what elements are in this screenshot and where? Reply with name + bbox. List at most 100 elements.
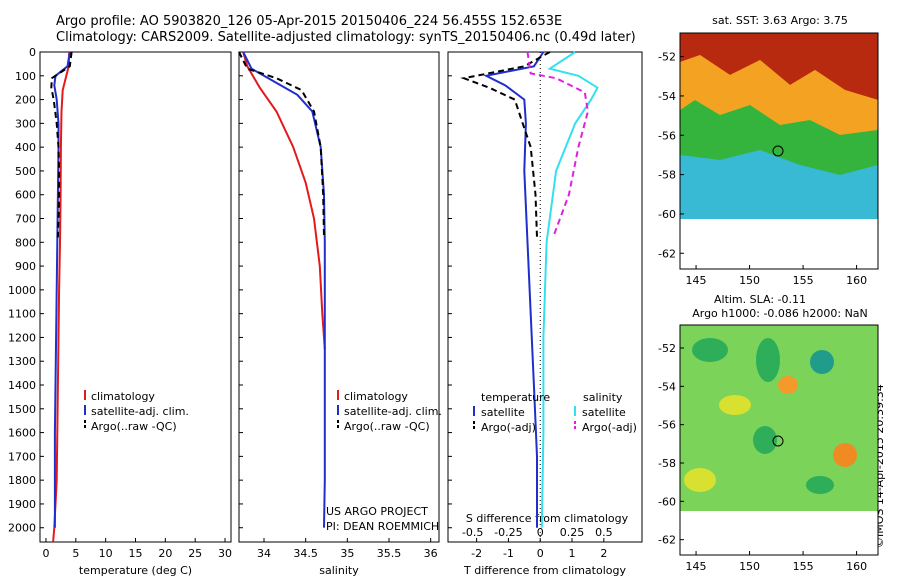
map-y-tick-label: -58	[658, 457, 676, 470]
map-x-tick-label: 145	[686, 560, 707, 573]
sla-profile-marker	[772, 435, 784, 447]
y-tick-label: 2000	[8, 522, 36, 535]
s-tick-label: -0.5	[462, 526, 483, 539]
sla-low-anomaly	[810, 350, 834, 374]
x-tick-label: 10	[99, 547, 113, 560]
x-tick-label: -2	[471, 547, 482, 560]
x-tick-label: 25	[188, 547, 202, 560]
sla-low-anomaly	[806, 476, 834, 494]
legend-label: Argo(-adj)	[582, 421, 637, 434]
x-axis-label: T difference from climatology	[463, 564, 626, 577]
figure-title-line2: Climatology: CARS2009. Satellite-adjuste…	[56, 30, 636, 45]
y-tick-label: 700	[15, 213, 36, 226]
figure-title-line1: Argo profile: AO 5903820_126 05-Apr-2015…	[56, 14, 563, 29]
y-tick-label: 900	[15, 260, 36, 273]
y-tick-label: 600	[15, 189, 36, 202]
salinity-frame	[238, 51, 440, 543]
legend-label: Argo(-adj)	[481, 421, 536, 434]
legend-title-salinity: salinity	[583, 391, 623, 404]
map-x-tick-label: 155	[793, 560, 814, 573]
map-y-tick-label: -52	[658, 342, 676, 355]
x-tick-label: 30	[218, 547, 232, 560]
map-y-tick-label: -58	[658, 169, 676, 182]
map-y-tick-label: -60	[658, 208, 676, 221]
project-label: US ARGO PROJECT	[326, 505, 428, 518]
temperature-panel: 0100200300400500600700800900100011001200…	[8, 46, 232, 577]
pi-label: PI: DEAN ROEMMICH	[326, 520, 439, 533]
salinity-panel: 34 34.5 35 35.5 36 salinity climatology satelli…	[238, 51, 442, 577]
x-tick-label: 0	[42, 547, 49, 560]
y-tick-label: 1700	[8, 450, 36, 463]
map-x-tick-label: 150	[739, 274, 760, 287]
x-tick-label: -1	[503, 547, 514, 560]
map-x-tick-label: 160	[846, 274, 867, 287]
y-tick-label: 300	[15, 117, 36, 130]
sst-warm-region	[680, 33, 878, 100]
y-tick-label: 100	[15, 70, 36, 83]
y-tick-label: 400	[15, 141, 36, 154]
sla-low-anomaly	[753, 426, 777, 454]
x-tick-label: 36	[424, 547, 438, 560]
legend-label: Argo(..raw -QC)	[91, 420, 177, 433]
x-tick-label: 2	[600, 547, 607, 560]
x-axis-label: temperature (deg C)	[79, 564, 192, 577]
series-line-argo-raw-qc-	[238, 51, 325, 238]
sla-high-anomaly	[833, 443, 857, 467]
x-axis-label: salinity	[319, 564, 359, 577]
y-tick-label: 500	[15, 165, 36, 178]
legend-label: satellite-adj. clim.	[91, 405, 189, 418]
legend-label: climatology	[91, 390, 155, 403]
x-tick-label: 35	[340, 547, 354, 560]
sst-cool-region	[680, 100, 878, 175]
map-y-tick-label: -52	[658, 51, 676, 64]
sla-high-anomaly	[719, 395, 751, 415]
map-y-tick-label: -54	[658, 380, 676, 393]
x-tick-label: 20	[158, 547, 172, 560]
x-tick-label: 34.5	[293, 547, 318, 560]
sst-no-data-region	[680, 219, 878, 269]
y-tick-label: 1800	[8, 474, 36, 487]
sla-low-anomaly	[692, 338, 728, 362]
legend-label: satellite	[582, 406, 626, 419]
y-tick-label: 1600	[8, 427, 36, 440]
sla-high-anomaly	[778, 376, 798, 394]
sst-map-title: sat. SST: 3.63 Argo: 3.75	[712, 14, 848, 27]
map-y-tick-label: -56	[658, 419, 676, 432]
y-tick-label: 1500	[8, 403, 36, 416]
map-y-tick-label: -60	[658, 495, 676, 508]
series-line-salinity-argo-adj-	[526, 51, 589, 238]
s-tick-label: -0.25	[494, 526, 522, 539]
sla-no-data-region	[680, 511, 878, 555]
x-tick-label: 5	[72, 547, 79, 560]
map-y-tick-label: -62	[658, 534, 676, 547]
series-line-argo-raw-qc-	[50, 51, 73, 238]
sla-high-anomaly	[684, 468, 716, 492]
sst-cold-region	[680, 150, 878, 219]
series-line-satellite-adj-clim-	[242, 51, 326, 528]
sla-low-anomaly	[756, 338, 780, 382]
s-tick-label: 0.5	[595, 526, 613, 539]
difference-frame	[447, 51, 643, 543]
legend-title-temperature: temperature	[481, 391, 550, 404]
series-line-temperature-satellite	[483, 51, 545, 528]
series-line-climatology	[242, 51, 326, 350]
series-line-climatology	[52, 51, 71, 543]
map-y-tick-label: -62	[658, 247, 676, 260]
sla-map-frame	[679, 324, 879, 556]
sla-map-subtitle: Argo h1000: -0.086 h2000: NaN	[692, 307, 868, 320]
y-tick-label: 1400	[8, 379, 36, 392]
x-tick-label: 35.5	[377, 547, 402, 560]
y-tick-label: 0	[29, 46, 36, 59]
map-y-tick-label: -56	[658, 129, 676, 142]
y-tick-label: 1000	[8, 284, 36, 297]
y-tick-label: 800	[15, 236, 36, 249]
map-x-tick-label: 150	[739, 560, 760, 573]
difference-panel: -2 -1 0 1 2 T difference from climatology -0.5…	[447, 51, 643, 577]
legend-label: Argo(..raw -QC)	[344, 420, 430, 433]
sst-map	[679, 32, 879, 270]
y-tick-label: 200	[15, 94, 36, 107]
map-x-tick-label: 145	[686, 274, 707, 287]
y-tick-label: 1100	[8, 308, 36, 321]
x-tick-label: 1	[569, 547, 576, 560]
